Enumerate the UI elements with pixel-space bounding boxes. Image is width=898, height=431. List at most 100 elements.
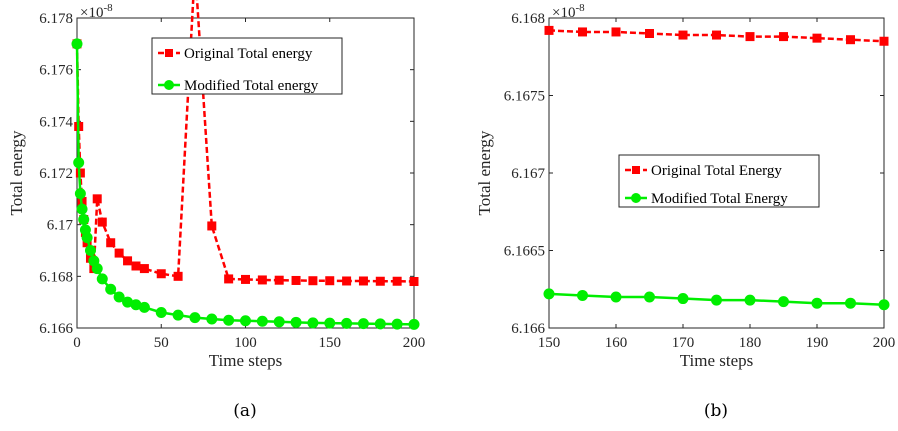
panel-b-original-point xyxy=(812,33,822,43)
panel-a-original-point xyxy=(156,269,166,279)
panel-a-original-point xyxy=(325,276,335,286)
panel-a-modified-point xyxy=(105,283,117,295)
panel-a-original-point xyxy=(97,217,107,227)
panel-a-original-point xyxy=(106,238,116,248)
panel-b-modified-point xyxy=(845,297,856,309)
panel-a-modified-point xyxy=(172,309,184,321)
panel-b-x-tick-label: 200 xyxy=(873,335,896,351)
panel-a-modified-point xyxy=(78,214,90,225)
panel-b-axis-multiplier-exponent: -8 xyxy=(575,2,585,14)
panel-a-legend-original-marker xyxy=(165,49,173,57)
panel-b-original-point xyxy=(779,32,788,42)
panel-a-modified-point xyxy=(341,317,353,329)
panel-a-modified-point xyxy=(74,188,86,200)
panel-a-modified-point xyxy=(76,203,88,215)
panel-a-original-point xyxy=(241,274,250,284)
panel-b-modified-point xyxy=(811,297,823,309)
panel-b-original-point xyxy=(745,32,755,42)
panel-a-y-tick-label: 6.172 xyxy=(39,166,73,182)
panel-b-y-tick-label: 6.1665 xyxy=(504,244,545,260)
panel-a-original-point xyxy=(274,275,284,285)
panel-a-legend-modified-label: Modified Total energy xyxy=(184,78,319,94)
panel-b-x-tick-label: 160 xyxy=(605,335,628,351)
panel-a-modified-point xyxy=(273,316,285,328)
panel-a-original-point xyxy=(375,276,385,286)
panel-a-x-tick-label: 0 xyxy=(73,335,81,351)
panel-b-original-point xyxy=(611,27,621,37)
panel-a-original-point xyxy=(123,256,133,266)
panel-a-modified-point xyxy=(324,317,336,329)
panel-a-modified-point xyxy=(307,317,319,329)
panel-a-modified-point xyxy=(408,318,420,330)
panel-a-original-point xyxy=(92,194,102,204)
panel-b-original-point xyxy=(712,30,721,40)
panel-a-x-tick-label: 50 xyxy=(154,335,169,351)
panel-b-y-tick-label: 6.166 xyxy=(511,321,545,337)
panel-b-x-tick-label: 170 xyxy=(672,335,695,351)
panel-a-y-axis-label: Total energy xyxy=(7,130,26,215)
panel-b-modified-point xyxy=(711,294,722,306)
panel-b-legend-modified-marker xyxy=(631,193,641,203)
panel-a-modified-point xyxy=(206,313,218,325)
panel-b-original-point xyxy=(645,29,654,38)
panel-a-modified-point xyxy=(290,316,302,328)
panel-b-x-axis-label: Time steps xyxy=(680,351,754,370)
panel-a-original-point xyxy=(342,276,352,286)
panel-a-original-point xyxy=(173,271,183,281)
panel-a-x-tick-label: 150 xyxy=(319,335,342,351)
panel-a-modified-point xyxy=(73,157,85,169)
panel-b-x-tick-label: 190 xyxy=(806,335,829,351)
panel-b-original-point xyxy=(544,25,554,35)
panel-a-modified-point xyxy=(256,315,268,327)
panel-a-original-point xyxy=(291,275,301,285)
panel-a-original-point xyxy=(257,275,267,285)
panel-a-original-point xyxy=(409,277,419,286)
panel-a-y-tick-label: 6.168 xyxy=(39,269,73,285)
panel-a-modified-point xyxy=(357,318,369,330)
panel-a-modified-point xyxy=(391,318,403,330)
panel-a-modified-point xyxy=(71,38,83,50)
panel-b-modified-point xyxy=(610,291,622,303)
panel-b-legend-box xyxy=(618,154,820,208)
panel-b-legend-original-label: Original Total Energy xyxy=(651,163,782,179)
panel-a-modified-point xyxy=(189,312,201,324)
panel-b-modified-point xyxy=(543,288,555,300)
panel-a-original-point xyxy=(392,276,402,286)
panel-b-modified-point xyxy=(878,299,890,311)
panel-a-modified-point xyxy=(138,301,150,313)
panel-b-caption: (b) xyxy=(704,401,728,421)
panel-a-legend-original-label: Original Total energy xyxy=(184,46,313,62)
panel-a-modified-point xyxy=(91,263,103,275)
panel-b-legend-modified-label: Modified Total Energy xyxy=(651,191,788,207)
panel-a-original-point xyxy=(114,248,124,258)
panel-a-original-point xyxy=(131,261,141,271)
panel-a-original-point xyxy=(358,276,368,286)
panel-a-y-tick-label: 6.178 xyxy=(39,11,73,27)
panel-b-x-tick-label: 180 xyxy=(739,335,762,351)
panel-a-modified-point xyxy=(155,307,167,318)
panel-b-y-tick-label: 6.167 xyxy=(511,166,545,182)
panel-a-original-point xyxy=(207,221,217,231)
panel-b-modified-point xyxy=(577,289,588,301)
panel-b-modified-point xyxy=(644,291,655,303)
panel-b-y-tick-label: 6.1675 xyxy=(504,89,545,105)
panel-a-modified-point xyxy=(81,232,93,244)
panel-a-y-tick-label: 6.176 xyxy=(39,63,73,79)
panel-a-y-tick-label: 6.17 xyxy=(47,218,74,234)
panel-a-modified-point xyxy=(374,318,386,330)
panel-b-original-point xyxy=(879,36,889,46)
panel-a-modified-point xyxy=(240,315,251,327)
panel-b-modified-point xyxy=(778,296,789,308)
panel-a-original-point xyxy=(139,264,149,274)
panel-b-chart: 150 160 170 180 190 200 6.166 6.1665 6.167 6.1675… xyxy=(475,2,895,421)
panel-a-modified-point xyxy=(96,273,108,285)
panel-a-caption: (a) xyxy=(233,401,256,421)
panel-b-modified-point xyxy=(744,294,756,306)
panel-a-x-tick-label: 200 xyxy=(403,335,426,351)
panel-a-modified-point xyxy=(223,314,235,326)
panel-a-legend-modified-marker xyxy=(164,80,174,90)
panel-a-axis-multiplier-exponent: -8 xyxy=(103,2,113,14)
panel-a-y-tick-label: 6.174 xyxy=(39,114,73,130)
panel-b-original-point xyxy=(846,35,855,45)
